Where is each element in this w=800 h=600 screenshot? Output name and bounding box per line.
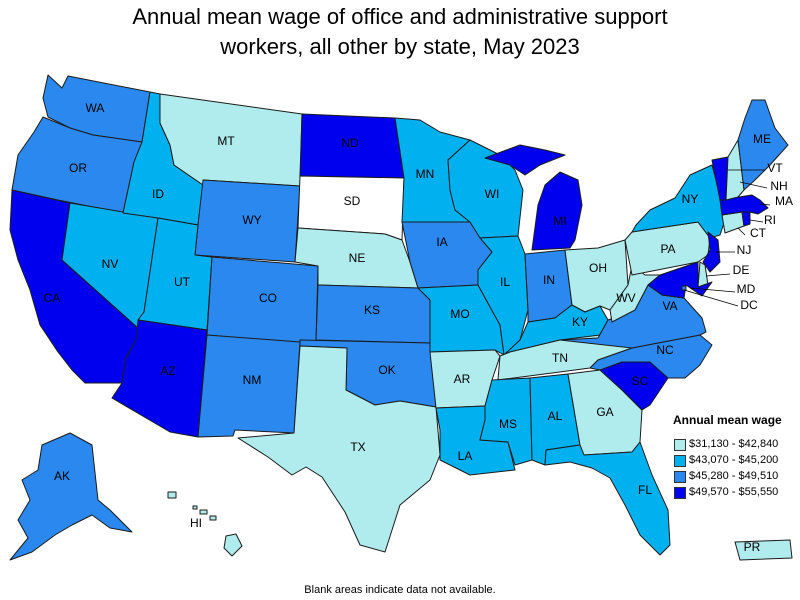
state-MA[interactable] [719,194,769,216]
state-ME[interactable] [737,99,789,191]
state-MI[interactable] [484,144,583,251]
map-title: Annual mean wage of office and administr… [0,2,800,62]
state-label-UT: UT [174,275,191,289]
state-label-MT: MT [217,134,235,148]
legend-label: $43,070 - $45,200 [689,454,779,466]
state-TX[interactable] [237,345,441,553]
legend-swatch [674,471,686,483]
state-label-SD: SD [344,194,361,208]
state-label-MS: MS [499,417,517,431]
state-label-ID: ID [152,187,164,201]
state-NJ[interactable] [702,231,721,273]
legend-swatch [674,439,686,451]
state-label-IA: IA [436,235,447,249]
state-label-VA: VA [662,299,677,313]
state-label-WY: WY [242,213,261,227]
map-title-line-2: workers, all other by state, May 2023 [220,34,580,59]
state-label-NC: NC [656,343,674,357]
state-HI[interactable] [167,491,243,557]
state-label-IL: IL [500,275,510,289]
state-label-NY: NY [682,192,699,206]
state-NC[interactable] [589,334,713,379]
legend-title: Annual mean wage [673,413,782,427]
state-label-WV: WV [616,291,635,305]
state-label-WI: WI [485,187,500,201]
state-label-MD: MD [737,282,756,296]
state-WY[interactable] [194,179,301,263]
state-PR[interactable] [734,539,793,561]
legend-label: $31,130 - $42,840 [689,438,779,450]
state-label-AL: AL [548,409,563,423]
state-AK[interactable] [9,432,133,561]
state-label-SC: SC [632,374,649,388]
legend-label: $49,570 - $55,550 [689,486,779,498]
state-label-NE: NE [349,251,366,265]
state-label-KY: KY [572,315,588,329]
state-label-NH: NH [770,179,787,193]
state-label-TN: TN [552,351,568,365]
state-label-DE: DE [733,263,750,277]
state-label-FL: FL [638,483,652,497]
state-RI[interactable] [741,211,751,227]
state-label-ND: ND [341,136,359,150]
state-label-MO: MO [450,307,469,321]
state-label-MA: MA [775,194,793,208]
state-label-OH: OH [589,261,607,275]
state-label-KS: KS [364,303,380,317]
state-label-GA: GA [596,405,613,419]
state-label-CT: CT [750,226,767,240]
state-label-PA: PA [660,242,675,256]
map-title-line-1: Annual mean wage of office and administr… [132,4,668,29]
state-label-TX: TX [350,440,365,454]
state-label-VT: VT [767,161,783,175]
legend-swatch [674,455,686,467]
state-label-AR: AR [454,372,471,386]
footnote: Blank areas indicate data not available. [304,584,496,596]
state-label-OR: OR [69,161,87,175]
state-MD[interactable] [647,261,713,299]
state-label-ME: ME [753,132,771,146]
state-label-HI: HI [190,516,202,530]
state-label-NM: NM [243,373,262,387]
state-label-MI: MI [553,214,566,228]
legend-swatch [674,487,686,499]
state-label-DC: DC [740,298,758,312]
state-label-IN: IN [543,273,555,287]
state-labels: WA OR CA NV ID MT WY UT AZ CO NM ND SD NE KS OK TX MN IA MO… [44,101,793,554]
state-label-OK: OK [378,363,395,377]
state-label-CA: CA [44,291,61,305]
state-CT[interactable] [721,211,745,234]
state-label-NJ: NJ [737,243,752,257]
leader-lines [683,169,771,307]
state-label-CO: CO [259,291,277,305]
state-FL[interactable] [544,441,671,556]
state-label-AZ: AZ [160,364,175,378]
state-label-PR: PR [744,540,761,554]
legend-label: $45,280 - $49,510 [689,470,779,482]
state-label-AK: AK [54,469,70,483]
state-label-WA: WA [86,101,105,115]
state-label-MN: MN [416,167,435,181]
state-label-RI: RI [764,213,776,227]
state-label-LA: LA [458,449,473,463]
state-label-NV: NV [102,257,119,271]
state-DC[interactable] [681,285,687,291]
